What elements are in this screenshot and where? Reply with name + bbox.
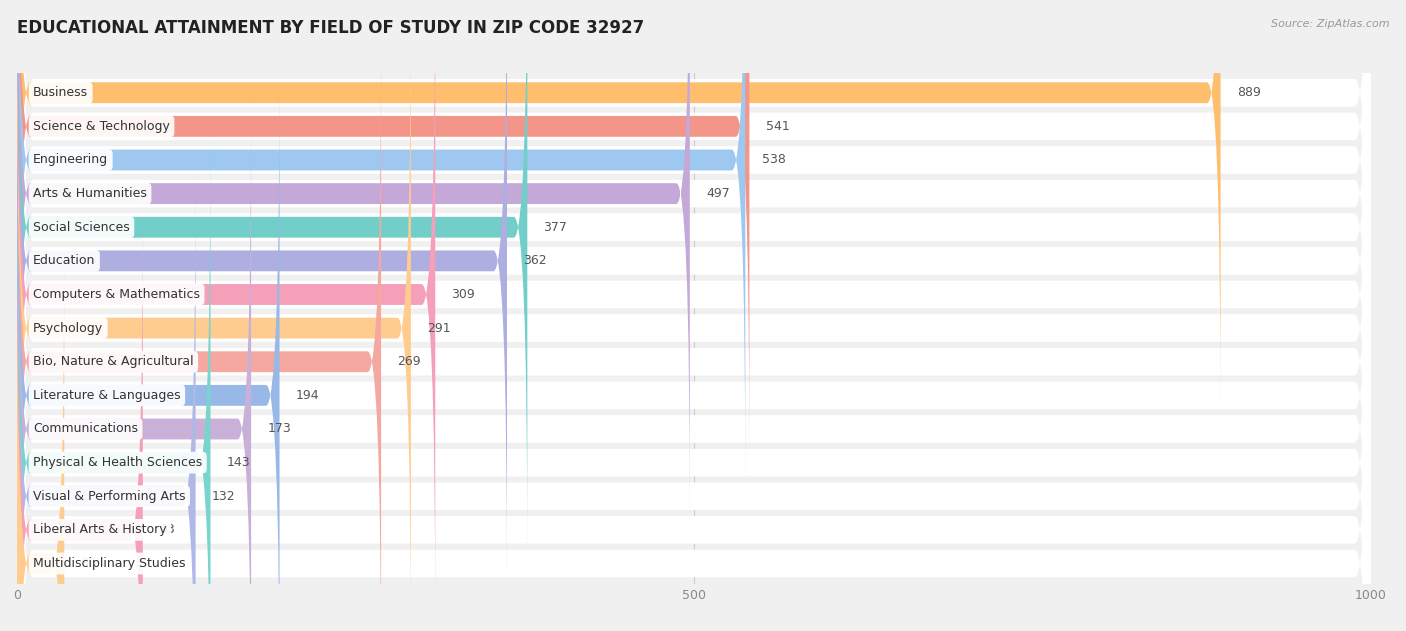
Text: 194: 194 xyxy=(295,389,319,402)
FancyBboxPatch shape xyxy=(17,0,745,486)
FancyBboxPatch shape xyxy=(17,36,381,631)
Text: Communications: Communications xyxy=(34,423,138,435)
Text: Literature & Languages: Literature & Languages xyxy=(34,389,181,402)
Text: 538: 538 xyxy=(762,153,786,167)
Text: Multidisciplinary Studies: Multidisciplinary Studies xyxy=(34,557,186,570)
Text: 93: 93 xyxy=(159,523,174,536)
Text: Psychology: Psychology xyxy=(34,322,103,334)
FancyBboxPatch shape xyxy=(17,0,527,553)
Text: Physical & Health Sciences: Physical & Health Sciences xyxy=(34,456,202,469)
Text: EDUCATIONAL ATTAINMENT BY FIELD OF STUDY IN ZIP CODE 32927: EDUCATIONAL ATTAINMENT BY FIELD OF STUDY… xyxy=(17,19,644,37)
FancyBboxPatch shape xyxy=(17,140,1371,631)
FancyBboxPatch shape xyxy=(17,0,749,452)
FancyBboxPatch shape xyxy=(17,107,1371,631)
Text: 497: 497 xyxy=(706,187,730,200)
Text: Liberal Arts & History: Liberal Arts & History xyxy=(34,523,167,536)
FancyBboxPatch shape xyxy=(17,0,508,587)
Text: 362: 362 xyxy=(523,254,547,268)
FancyBboxPatch shape xyxy=(17,174,1371,631)
FancyBboxPatch shape xyxy=(17,39,1371,631)
Text: Social Sciences: Social Sciences xyxy=(34,221,129,233)
Text: 541: 541 xyxy=(766,120,789,133)
FancyBboxPatch shape xyxy=(17,0,1371,631)
Text: 377: 377 xyxy=(544,221,568,233)
Text: 35: 35 xyxy=(80,557,97,570)
Text: Science & Technology: Science & Technology xyxy=(34,120,170,133)
Text: 173: 173 xyxy=(267,423,291,435)
FancyBboxPatch shape xyxy=(17,0,1371,583)
Text: 309: 309 xyxy=(451,288,475,301)
FancyBboxPatch shape xyxy=(17,0,1371,631)
FancyBboxPatch shape xyxy=(17,0,1371,550)
FancyBboxPatch shape xyxy=(17,0,1371,516)
Text: 889: 889 xyxy=(1237,86,1261,99)
FancyBboxPatch shape xyxy=(17,137,211,631)
Text: 291: 291 xyxy=(427,322,451,334)
FancyBboxPatch shape xyxy=(17,0,1371,631)
Text: Engineering: Engineering xyxy=(34,153,108,167)
FancyBboxPatch shape xyxy=(17,103,252,631)
Text: Source: ZipAtlas.com: Source: ZipAtlas.com xyxy=(1271,19,1389,29)
Text: 143: 143 xyxy=(226,456,250,469)
Text: 269: 269 xyxy=(398,355,420,369)
FancyBboxPatch shape xyxy=(17,204,143,631)
Text: Visual & Performing Arts: Visual & Performing Arts xyxy=(34,490,186,503)
Text: Education: Education xyxy=(34,254,96,268)
FancyBboxPatch shape xyxy=(17,0,1220,418)
Text: Computers & Mathematics: Computers & Mathematics xyxy=(34,288,200,301)
FancyBboxPatch shape xyxy=(17,0,690,519)
FancyBboxPatch shape xyxy=(17,6,1371,631)
FancyBboxPatch shape xyxy=(17,0,1371,631)
Text: 132: 132 xyxy=(212,490,235,503)
FancyBboxPatch shape xyxy=(17,73,1371,631)
FancyBboxPatch shape xyxy=(17,0,1371,483)
FancyBboxPatch shape xyxy=(17,238,65,631)
Text: Bio, Nature & Agricultural: Bio, Nature & Agricultural xyxy=(34,355,194,369)
FancyBboxPatch shape xyxy=(17,69,280,631)
Text: Arts & Humanities: Arts & Humanities xyxy=(34,187,148,200)
FancyBboxPatch shape xyxy=(17,170,195,631)
Text: Business: Business xyxy=(34,86,89,99)
FancyBboxPatch shape xyxy=(17,0,1371,617)
FancyBboxPatch shape xyxy=(17,3,411,631)
FancyBboxPatch shape xyxy=(17,0,436,620)
